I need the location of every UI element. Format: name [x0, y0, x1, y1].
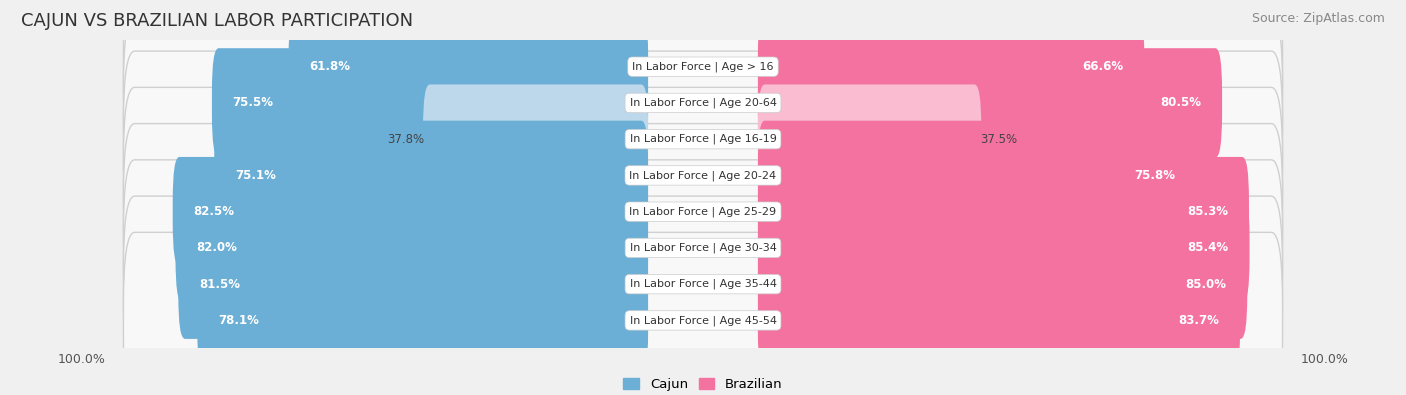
FancyBboxPatch shape: [124, 124, 1282, 300]
Text: 82.5%: 82.5%: [194, 205, 235, 218]
Text: In Labor Force | Age 20-64: In Labor Force | Age 20-64: [630, 98, 776, 108]
FancyBboxPatch shape: [212, 48, 648, 158]
Text: 37.5%: 37.5%: [980, 133, 1018, 146]
Text: 85.0%: 85.0%: [1185, 278, 1226, 291]
Text: 66.6%: 66.6%: [1083, 60, 1123, 73]
Text: 61.8%: 61.8%: [309, 60, 350, 73]
FancyBboxPatch shape: [288, 12, 648, 121]
FancyBboxPatch shape: [124, 15, 1282, 191]
FancyBboxPatch shape: [758, 193, 1250, 303]
Text: CAJUN VS BRAZILIAN LABOR PARTICIPATION: CAJUN VS BRAZILIAN LABOR PARTICIPATION: [21, 12, 413, 30]
Text: In Labor Force | Age 35-44: In Labor Force | Age 35-44: [630, 279, 776, 290]
Text: In Labor Force | Age 30-34: In Labor Force | Age 30-34: [630, 243, 776, 253]
FancyBboxPatch shape: [758, 48, 1222, 158]
Text: In Labor Force | Age 16-19: In Labor Force | Age 16-19: [630, 134, 776, 145]
FancyBboxPatch shape: [124, 160, 1282, 336]
FancyBboxPatch shape: [214, 121, 648, 230]
FancyBboxPatch shape: [173, 157, 648, 266]
FancyBboxPatch shape: [124, 232, 1282, 395]
Text: 75.1%: 75.1%: [235, 169, 276, 182]
FancyBboxPatch shape: [124, 51, 1282, 227]
FancyBboxPatch shape: [758, 266, 1240, 375]
Text: 78.1%: 78.1%: [218, 314, 259, 327]
Text: 37.8%: 37.8%: [387, 133, 425, 146]
Text: In Labor Force | Age 45-54: In Labor Force | Age 45-54: [630, 315, 776, 325]
Text: Source: ZipAtlas.com: Source: ZipAtlas.com: [1251, 12, 1385, 25]
Text: 85.3%: 85.3%: [1187, 205, 1229, 218]
FancyBboxPatch shape: [758, 121, 1195, 230]
FancyBboxPatch shape: [758, 12, 1144, 121]
FancyBboxPatch shape: [197, 266, 648, 375]
FancyBboxPatch shape: [179, 229, 648, 339]
Text: 83.7%: 83.7%: [1178, 314, 1219, 327]
Text: 75.5%: 75.5%: [232, 96, 274, 109]
Text: 85.4%: 85.4%: [1188, 241, 1229, 254]
Text: 82.0%: 82.0%: [197, 241, 238, 254]
FancyBboxPatch shape: [423, 85, 648, 194]
Text: 81.5%: 81.5%: [200, 278, 240, 291]
Text: In Labor Force | Age > 16: In Labor Force | Age > 16: [633, 62, 773, 72]
Text: In Labor Force | Age 20-24: In Labor Force | Age 20-24: [630, 170, 776, 181]
FancyBboxPatch shape: [124, 196, 1282, 372]
Text: In Labor Force | Age 25-29: In Labor Force | Age 25-29: [630, 207, 776, 217]
FancyBboxPatch shape: [124, 0, 1282, 155]
FancyBboxPatch shape: [758, 157, 1249, 266]
Text: 80.5%: 80.5%: [1160, 96, 1201, 109]
Text: 75.8%: 75.8%: [1135, 169, 1175, 182]
FancyBboxPatch shape: [758, 229, 1247, 339]
FancyBboxPatch shape: [176, 193, 648, 303]
Legend: Cajun, Brazilian: Cajun, Brazilian: [619, 373, 787, 395]
FancyBboxPatch shape: [758, 85, 981, 194]
FancyBboxPatch shape: [124, 87, 1282, 263]
